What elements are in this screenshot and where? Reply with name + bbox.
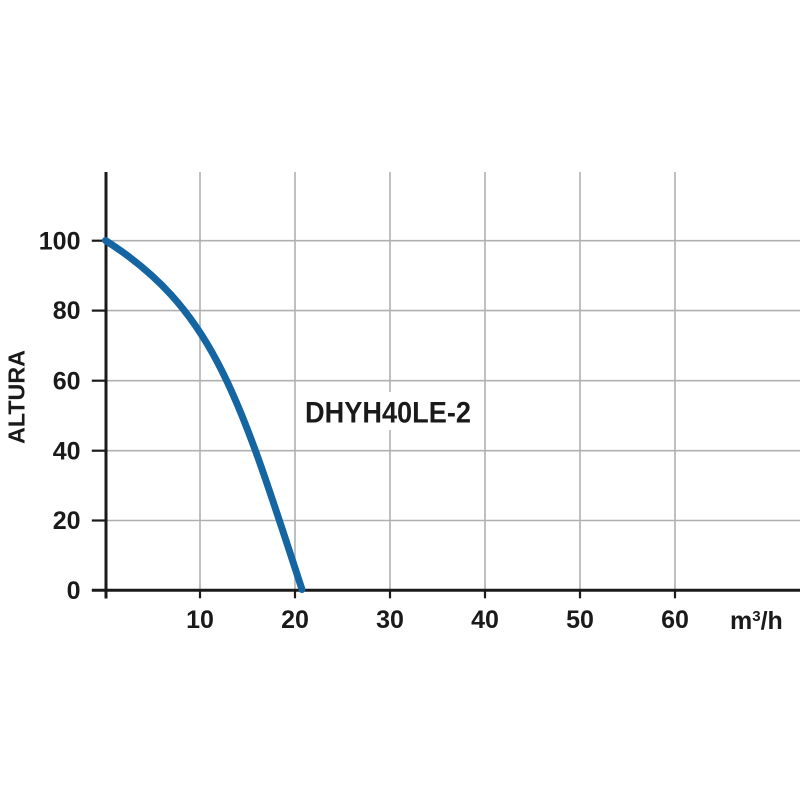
- svg-text:ALTURA: ALTURA: [4, 350, 30, 444]
- svg-text:40: 40: [471, 606, 499, 634]
- svg-text:40: 40: [53, 437, 81, 465]
- svg-text:50: 50: [566, 606, 594, 634]
- svg-text:100: 100: [39, 227, 81, 255]
- svg-text:80: 80: [53, 297, 81, 325]
- svg-text:20: 20: [53, 507, 81, 535]
- svg-text:30: 30: [376, 606, 404, 634]
- svg-text:20: 20: [281, 606, 309, 634]
- svg-text:10: 10: [186, 606, 214, 634]
- svg-text:DHYH40LE-2: DHYH40LE-2: [305, 397, 471, 430]
- svg-text:60: 60: [53, 367, 81, 395]
- svg-text:0: 0: [67, 577, 81, 605]
- svg-text:m3/h: m3/h: [730, 607, 783, 635]
- svg-text:60: 60: [661, 606, 689, 634]
